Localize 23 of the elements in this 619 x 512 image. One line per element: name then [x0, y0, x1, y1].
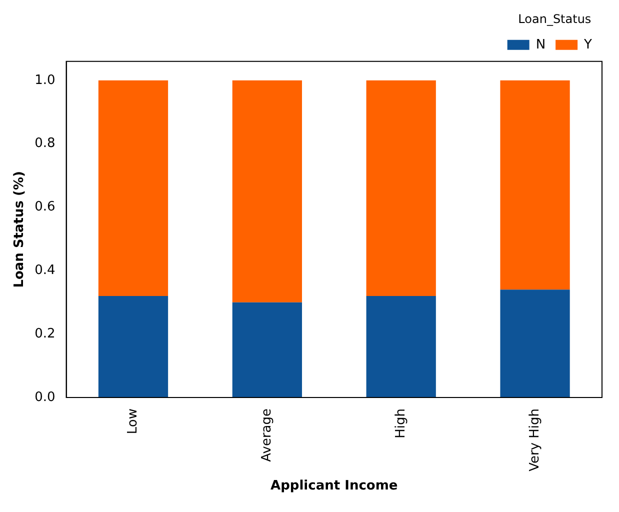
- bar: [232, 302, 302, 398]
- x-tick-label: Average: [260, 408, 275, 462]
- y-tick-label: 0.2: [34, 326, 56, 342]
- x-axis-title: Applicant Income: [270, 478, 398, 494]
- x-tick-label: High: [393, 408, 408, 438]
- bar: [232, 80, 302, 302]
- x-tick-label: Very High: [527, 408, 542, 472]
- y-axis-title: Loan Status (%): [12, 171, 28, 288]
- bar: [500, 80, 570, 290]
- bar: [98, 80, 168, 296]
- y-tick-label: 0.8: [34, 136, 56, 152]
- y-tick-label: 1.0: [34, 72, 56, 88]
- bar: [500, 290, 570, 398]
- y-tick-label: 0.4: [34, 263, 56, 278]
- bar: [366, 296, 436, 398]
- y-tick-label: 0.0: [34, 390, 56, 405]
- bar: [366, 80, 436, 296]
- legend-label: Y: [583, 37, 592, 52]
- x-tick-label: Low: [126, 408, 141, 434]
- bar: [98, 296, 168, 398]
- legend-label: N: [536, 37, 546, 52]
- y-tick-label: 0.6: [34, 200, 56, 215]
- legend-title: Loan_Status: [518, 12, 592, 26]
